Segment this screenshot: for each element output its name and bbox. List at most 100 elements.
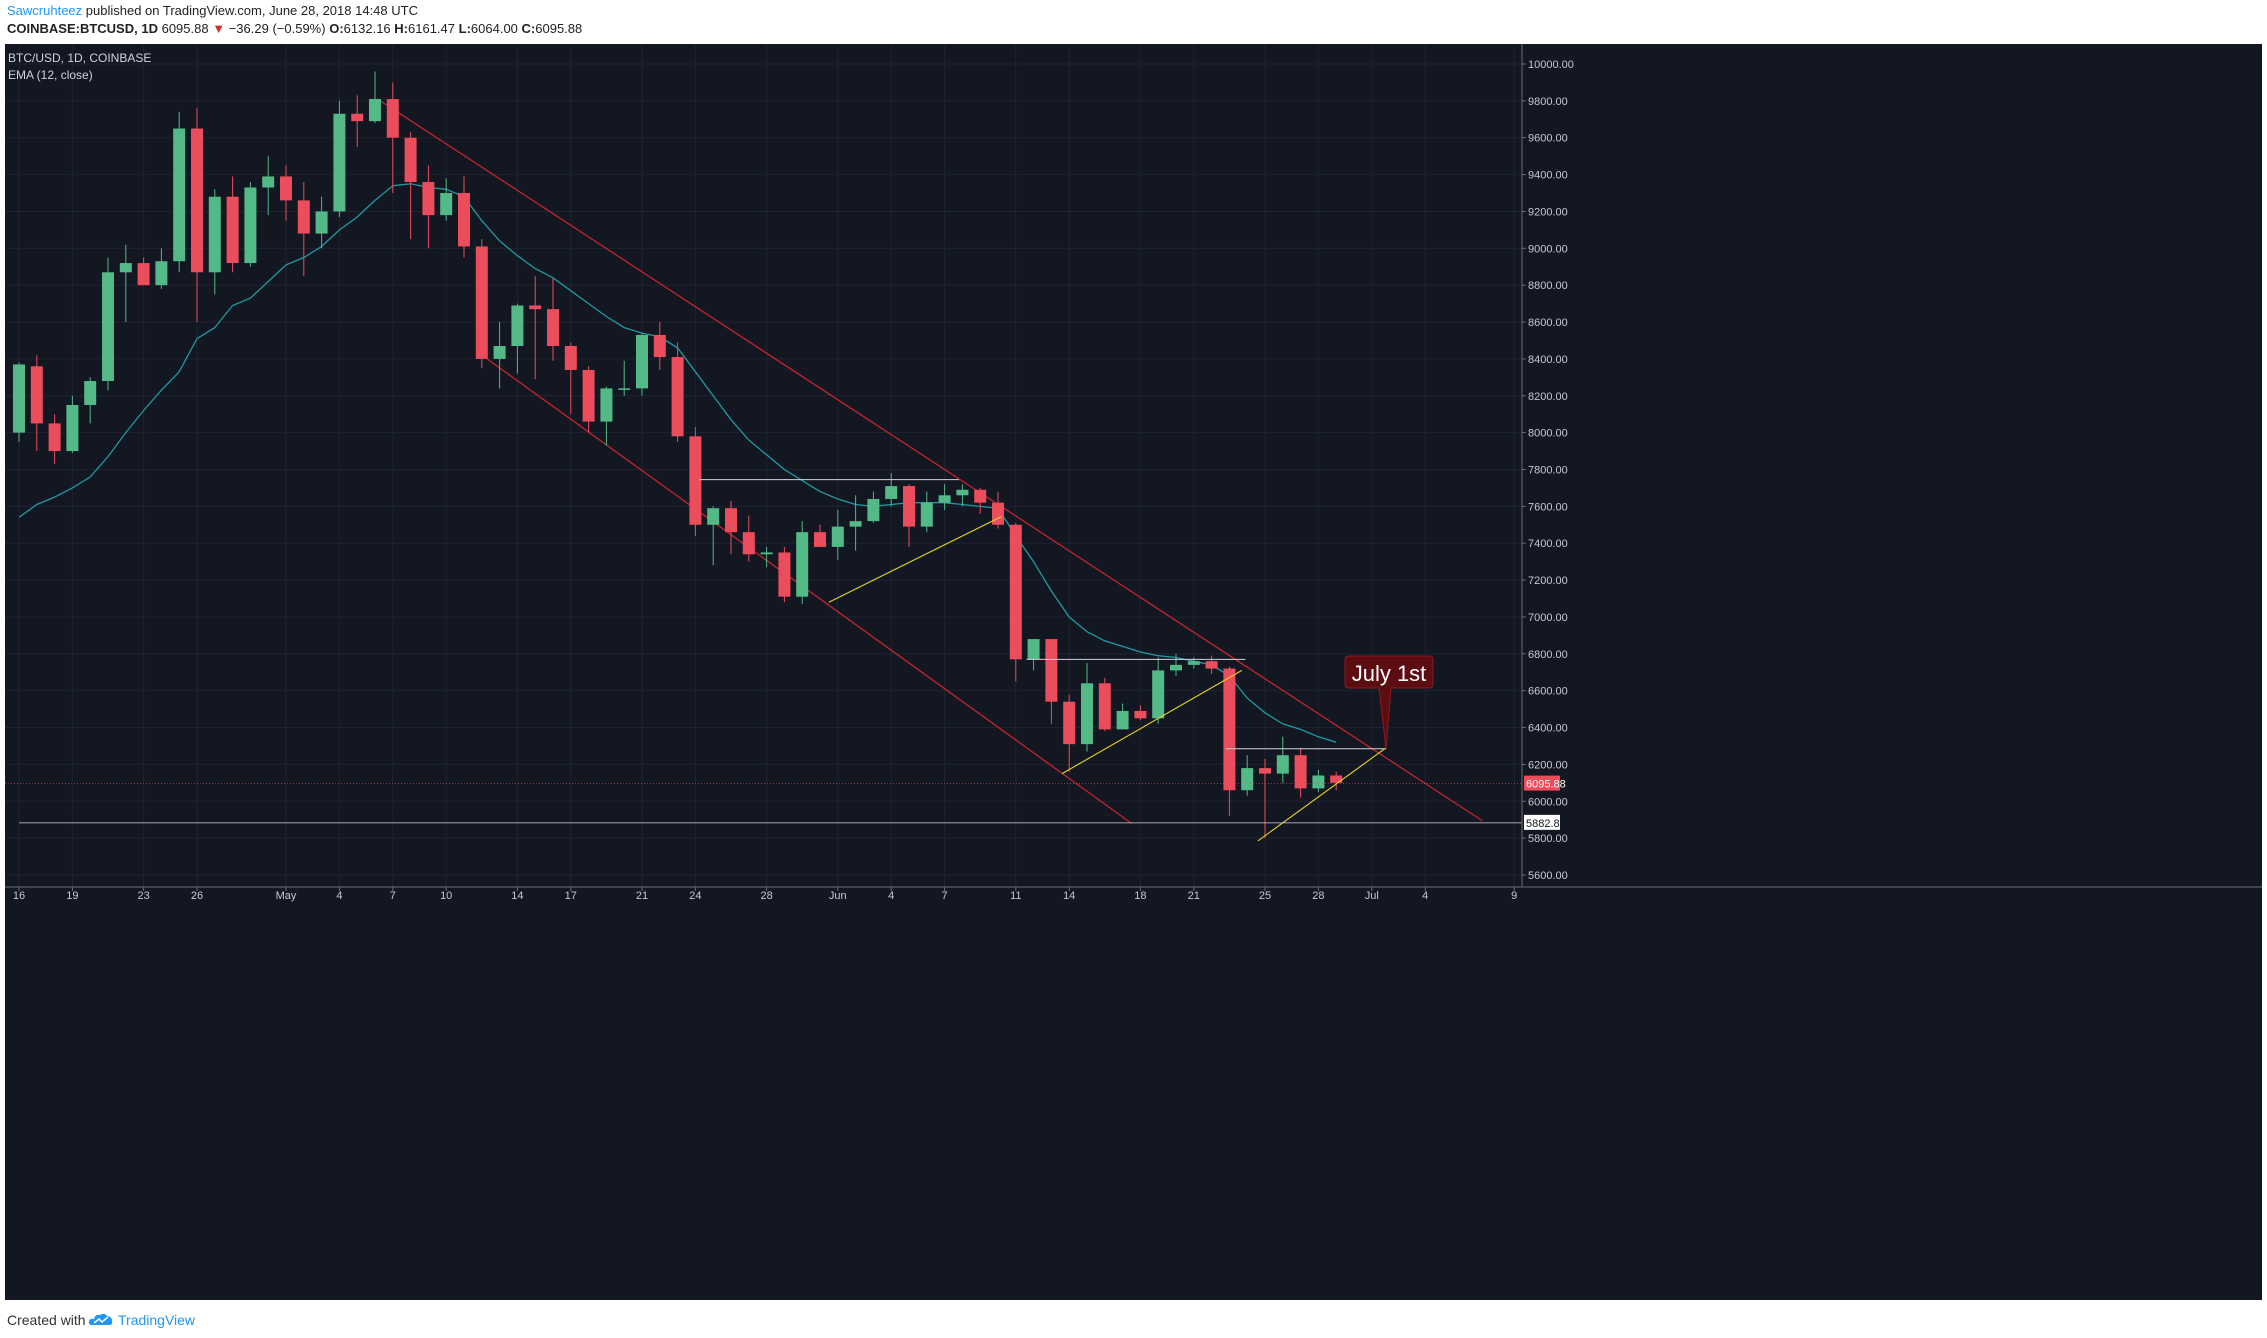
candle-body [13,364,25,433]
candle-body [1045,639,1058,702]
candle-body [351,113,364,122]
author-link[interactable]: Sawcruhteez [7,3,83,18]
candle-body [689,436,702,525]
candle-body [582,369,595,422]
last-price-badge [1524,775,1560,791]
price-tick-label: 9400.00 [1528,170,1568,182]
candle-body [173,128,186,262]
price-tick-label: 8400.00 [1528,354,1568,366]
price-tick-label: 7200.00 [1528,575,1568,587]
candle-body [1134,710,1147,719]
candle [618,360,631,396]
candle-body [600,388,613,422]
candle [867,491,880,523]
candle [422,165,435,249]
candle [1009,522,1022,682]
candle-body [992,502,1004,525]
candle-body [1063,701,1076,745]
candle-body [475,246,488,359]
candle [974,487,987,514]
callout-text: July 1st [1352,661,1427,686]
legend-symbol: BTC/USD, 1D, COINBASE [8,51,151,65]
time-tick-label: May [276,890,297,902]
candle [1276,736,1289,783]
price-tick-label: 9800.00 [1528,96,1568,108]
down-arrow-icon: ▼ [212,21,226,36]
time-tick-label: 28 [1312,890,1324,902]
candle [1152,657,1165,724]
time-tick-label: 9 [1511,890,1517,902]
candle-body [1170,664,1182,671]
candle [831,510,844,560]
time-tick-label: 26 [191,890,203,902]
trend-drawings [5,479,1536,842]
candle-body [1241,768,1254,791]
candle-body [1223,668,1236,791]
candle [84,377,97,424]
candle [1116,703,1129,730]
time-tick-label: 21 [1188,890,1200,902]
price-tick-label: 9200.00 [1528,206,1568,218]
candle-body [1081,683,1093,745]
chart-area[interactable]: 5600.00 5800.00 6000.00 6200.00 6400.00 6600.… [5,44,2262,1300]
time-tick-label: 14 [511,890,523,902]
candle-body [155,261,168,286]
candle-body [707,508,720,525]
candle [742,515,755,562]
candle [1098,677,1111,732]
candle [529,275,542,380]
candle [155,248,168,289]
candle [191,108,203,323]
candle [547,277,559,361]
candle [458,176,470,258]
time-tick-label: 21 [636,890,648,902]
candle [1134,705,1147,721]
candle [1330,771,1343,791]
time-axis[interactable]: 16 19 23 26 May 4 7 10 14 17 21 24 28 Jun 4 7 11 14 18 21 25… [5,886,2262,902]
candle-body [191,128,203,273]
candle [796,521,809,605]
level-label: 5882.87 [1526,818,1566,830]
tradingview-cloud-icon [88,1313,113,1325]
candle [600,386,613,446]
candle-body [671,357,684,437]
candle [1170,653,1182,676]
candle [208,189,221,295]
channel-drawings [379,100,1483,824]
candle [226,176,239,273]
candle [956,484,969,507]
candle [814,524,826,547]
candle-body [974,489,987,503]
candle-body [1294,755,1307,789]
candle-body [458,193,470,247]
price-tick-label: 5800.00 [1528,833,1568,845]
time-tick-label: 19 [66,890,78,902]
price-axis[interactable]: 5600.00 5800.00 6000.00 6200.00 6400.00 6600.… [1521,44,2262,1300]
published-text: published on TradingView.com, June 28, 2… [82,3,418,18]
candle-body [1187,661,1200,665]
candle [778,546,791,603]
candle [707,506,720,566]
candle-body [1276,755,1289,774]
tradingview-link[interactable]: TradingView [118,1312,196,1328]
candle [13,362,25,442]
candle-body [529,305,542,310]
candle [280,165,292,221]
candle [636,333,648,396]
level-badge [1524,814,1560,830]
close-label: C: [521,21,536,36]
candle [137,257,150,286]
candle [903,484,915,547]
candle-body [1312,775,1325,789]
price-tick-label: 9600.00 [1528,133,1568,145]
candle-body [547,309,559,347]
candle [938,484,951,511]
candle-body [1205,661,1218,669]
footer: Created with TradingView [0,1302,2267,1338]
candle-body [333,113,346,212]
callout-bubble [1344,655,1434,749]
channel-lower-line [486,358,1132,824]
candle-body [404,137,417,182]
price-chart[interactable]: 5600.00 5800.00 6000.00 6200.00 6400.00 6600.… [5,44,2262,1300]
trend-line [828,516,1002,603]
